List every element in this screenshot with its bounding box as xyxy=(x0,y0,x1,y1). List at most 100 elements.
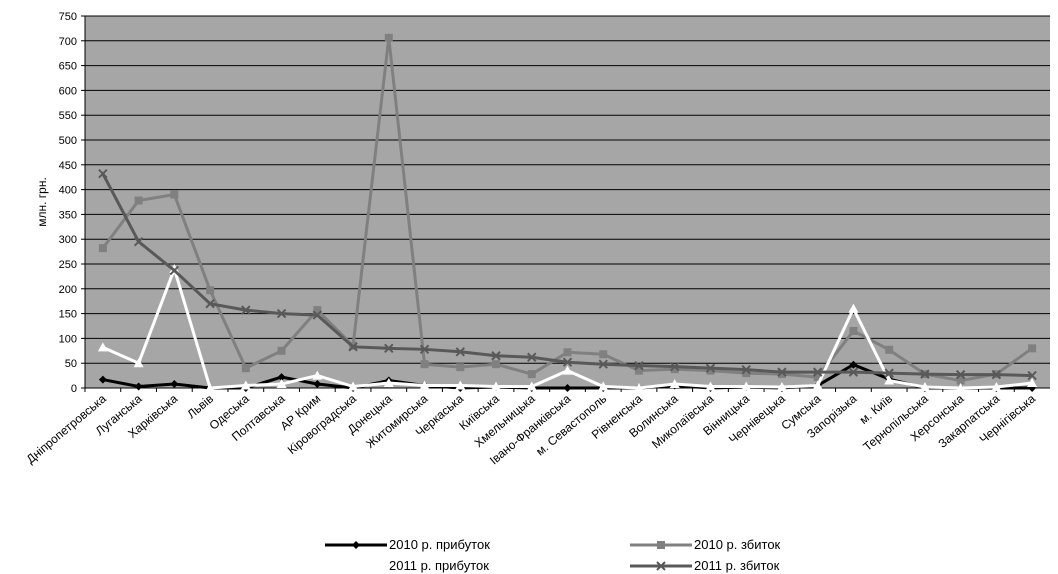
marker xyxy=(313,380,322,389)
marker xyxy=(169,263,180,273)
marker xyxy=(170,190,179,199)
marker xyxy=(420,360,429,369)
marker xyxy=(312,310,323,320)
legend-label: 2010 р. прибуток xyxy=(389,537,490,552)
marker xyxy=(133,236,144,247)
marker xyxy=(352,541,360,549)
marker xyxy=(312,370,323,380)
marker xyxy=(848,367,859,377)
y-tick-label: 150 xyxy=(59,309,77,321)
y-tick-label: 200 xyxy=(59,284,77,296)
marker xyxy=(956,376,965,385)
marker xyxy=(1028,344,1037,353)
marker xyxy=(919,382,930,392)
marker xyxy=(669,379,680,389)
marker xyxy=(276,379,287,389)
marker xyxy=(634,366,643,375)
marker xyxy=(384,343,394,354)
y-tick-label: 600 xyxy=(59,85,77,97)
marker xyxy=(170,380,179,389)
marker xyxy=(241,364,250,373)
marker xyxy=(98,169,108,179)
marker xyxy=(849,360,858,369)
marker xyxy=(419,380,430,390)
marker xyxy=(419,344,430,355)
marker xyxy=(348,381,359,391)
marker xyxy=(98,244,107,253)
marker xyxy=(884,368,894,378)
marker xyxy=(562,357,573,367)
y-tick-label: 250 xyxy=(59,259,77,271)
marker xyxy=(633,383,644,392)
legend-label: 2011 р. прибуток xyxy=(389,558,489,573)
legend-label: 2011 р. збиток xyxy=(694,558,780,573)
marker xyxy=(812,380,823,390)
marker xyxy=(491,381,502,391)
marker xyxy=(991,382,1002,392)
y-tick-label: 50 xyxy=(65,358,77,370)
marker xyxy=(527,352,537,362)
marker xyxy=(563,384,572,392)
marker xyxy=(598,381,609,391)
marker xyxy=(1027,370,1037,381)
y-tick-label: 700 xyxy=(59,36,77,48)
marker xyxy=(526,381,537,391)
marker xyxy=(169,265,180,276)
marker xyxy=(741,381,752,391)
marker xyxy=(241,305,251,315)
marker xyxy=(634,360,644,371)
marker xyxy=(276,308,287,319)
marker xyxy=(656,561,666,571)
marker xyxy=(133,358,144,368)
y-tick-label: 550 xyxy=(59,110,77,122)
marker xyxy=(455,380,466,390)
y-tick-label: 500 xyxy=(59,135,77,147)
marker xyxy=(705,381,716,391)
y-tick-label: 650 xyxy=(59,61,77,73)
y-tick-label: 0 xyxy=(71,383,77,395)
y-tick-label: 350 xyxy=(59,209,77,221)
plot-area xyxy=(85,16,1050,388)
marker xyxy=(599,350,608,359)
marker xyxy=(562,365,573,375)
marker xyxy=(955,369,966,380)
marker xyxy=(277,373,286,382)
marker xyxy=(776,382,787,392)
marker xyxy=(456,363,465,372)
marker xyxy=(563,348,572,357)
marker xyxy=(848,303,859,313)
marker xyxy=(205,383,216,392)
marker xyxy=(384,33,393,42)
marker xyxy=(920,369,930,379)
marker xyxy=(1027,378,1038,388)
y-tick-label: 100 xyxy=(59,333,77,345)
marker xyxy=(455,347,465,357)
marker xyxy=(813,373,822,382)
marker xyxy=(657,541,665,549)
marker xyxy=(492,360,501,369)
marker xyxy=(97,342,108,352)
y-tick-label: 750 xyxy=(59,11,77,23)
y-axis-label: млн. грн. xyxy=(35,177,49,227)
marker xyxy=(277,346,286,355)
marker xyxy=(670,365,679,374)
y-tick-label: 300 xyxy=(59,234,77,246)
marker xyxy=(134,196,143,205)
marker xyxy=(240,380,251,390)
marker xyxy=(527,370,536,379)
marker xyxy=(351,561,361,570)
marker xyxy=(313,306,322,315)
marker xyxy=(991,369,1002,380)
marker xyxy=(383,378,394,388)
marker xyxy=(849,326,858,335)
marker xyxy=(134,382,143,391)
marker xyxy=(884,375,895,385)
marker xyxy=(348,342,358,352)
marker xyxy=(742,369,751,378)
marker xyxy=(777,367,787,377)
marker xyxy=(491,351,501,361)
marker xyxy=(205,298,215,309)
legend-label: 2010 р. збиток xyxy=(694,537,781,552)
y-tick-label: 450 xyxy=(59,160,77,172)
